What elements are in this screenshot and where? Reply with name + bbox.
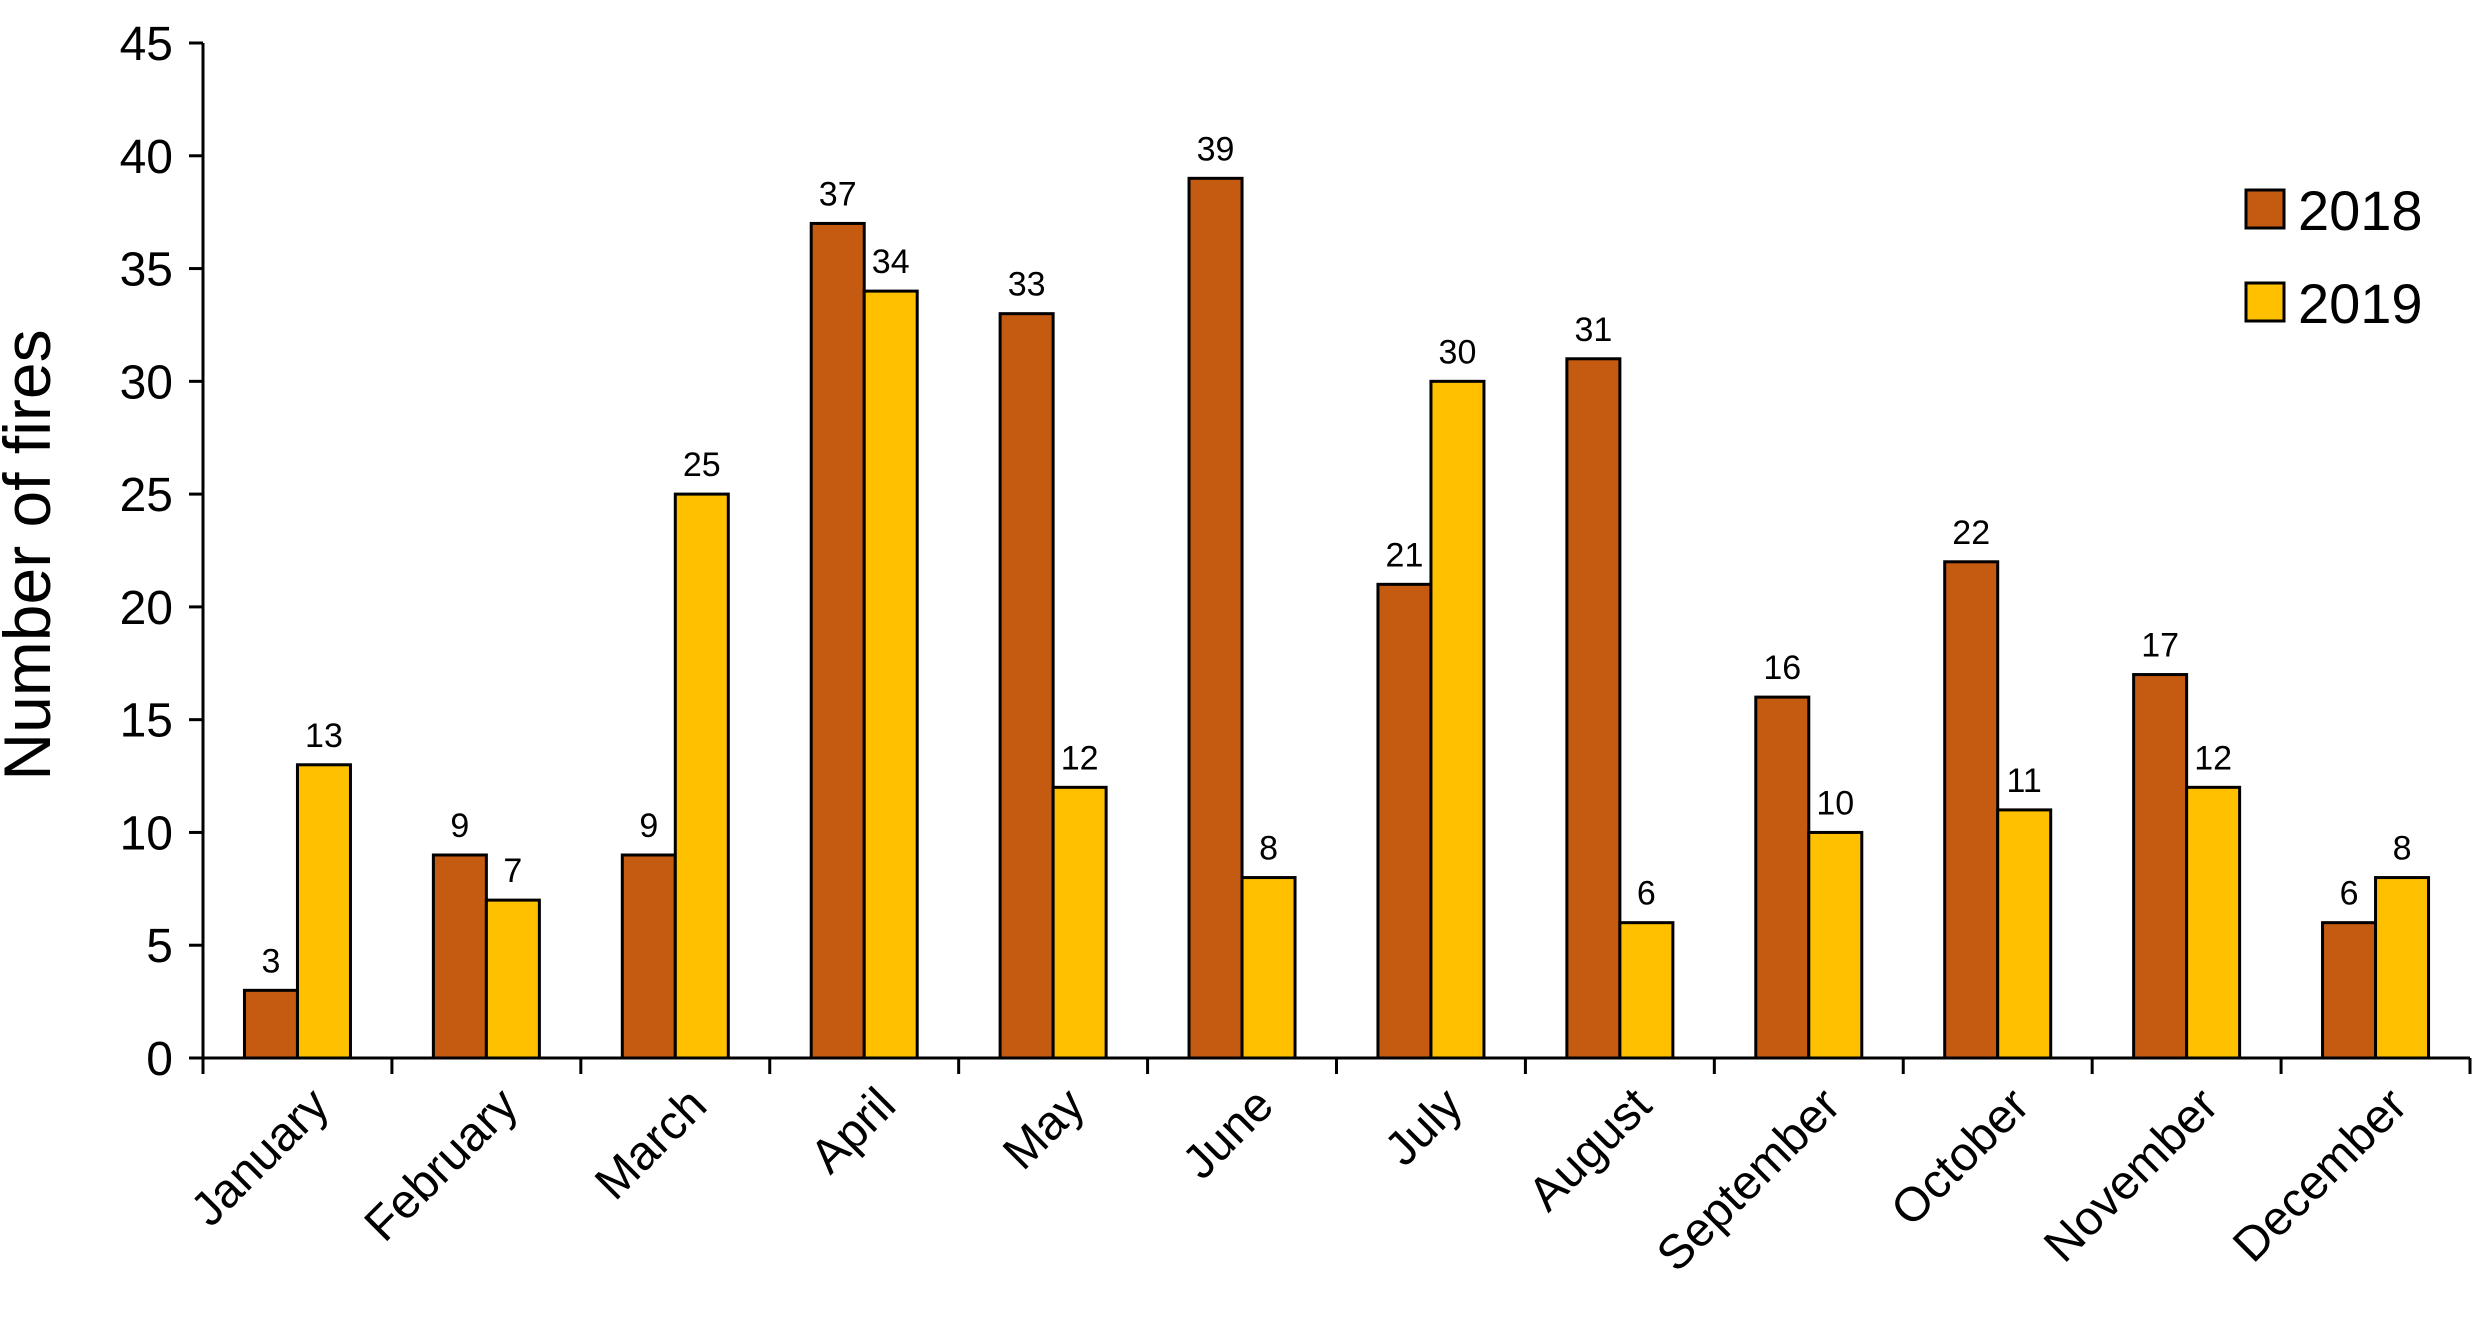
data-label-2019-november: 12 <box>2194 739 2232 777</box>
bar-2018-january <box>242 988 299 1060</box>
bar-2018-november <box>2132 673 2189 1060</box>
bar-2019-january <box>295 763 352 1060</box>
data-label-2018-february: 9 <box>450 807 469 845</box>
data-label-2019-january: 13 <box>305 717 343 755</box>
bar-2018-september <box>1754 695 1811 1060</box>
data-label-2018-september: 16 <box>1763 649 1801 687</box>
data-label-2019-july: 30 <box>1439 333 1477 371</box>
data-label-2018-october: 22 <box>1952 514 1990 552</box>
legend-swatch-2018 <box>2244 188 2286 230</box>
y-axis: 0 5 10 15 20 25 30 35 40 45 <box>120 18 205 1086</box>
data-label-2019-september: 10 <box>1816 784 1854 822</box>
y-tick-label: 25 <box>120 469 173 522</box>
x-category-label: December <box>2223 1078 2417 1272</box>
data-label-2019-february: 7 <box>503 852 522 890</box>
bar-2018-june <box>1187 176 1244 1060</box>
data-label-2019-october: 11 <box>2007 762 2042 800</box>
data-label-2018-april: 37 <box>819 175 857 213</box>
data-label-2018-july: 21 <box>1386 536 1424 574</box>
bar-2019-november <box>2185 785 2242 1060</box>
x-category-label: May <box>993 1078 1095 1180</box>
legend-swatch-2019 <box>2244 281 2286 323</box>
data-label-2018-november: 17 <box>2141 627 2179 665</box>
y-tick-label: 0 <box>146 1033 173 1086</box>
data-label-2019-august: 6 <box>1637 875 1656 913</box>
x-axis: January February March April May June July Augu… <box>181 1056 2472 1282</box>
y-tick-label: 10 <box>120 807 173 860</box>
x-category-label: January <box>181 1078 339 1236</box>
data-label-2018-december: 6 <box>2340 875 2359 913</box>
y-tick-label: 40 <box>120 131 173 184</box>
legend: 2018 2019 <box>2244 179 2423 335</box>
y-tick-label: 15 <box>120 695 173 748</box>
data-label-2018-august: 31 <box>1574 311 1612 349</box>
legend-label-2019: 2019 <box>2298 272 2423 335</box>
bar-2018-march <box>620 853 677 1060</box>
data-label-2019-june: 8 <box>1259 830 1278 868</box>
x-category-label: November <box>2034 1078 2228 1272</box>
data-label-2018-june: 39 <box>1197 130 1235 168</box>
bar-2018-july <box>1376 582 1433 1060</box>
bar-2019-june <box>1240 876 1297 1060</box>
y-tick-label: 45 <box>120 18 173 71</box>
bar-2018-may <box>998 312 1055 1060</box>
data-label-2018-january: 3 <box>261 942 280 980</box>
bar-2018-april <box>809 221 866 1060</box>
x-category-label: August <box>1519 1078 1662 1221</box>
bar-2018-december <box>2321 921 2378 1060</box>
x-category-label: September <box>1647 1078 1851 1282</box>
bar-2019-october <box>1996 808 2053 1060</box>
x-category-label: March <box>585 1078 717 1210</box>
y-axis-title: Number of fires <box>0 329 64 780</box>
bar-2019-march <box>673 492 730 1060</box>
y-tick-label: 20 <box>120 582 173 635</box>
data-label-2019-december: 8 <box>2393 830 2412 868</box>
x-category-label: April <box>801 1078 906 1183</box>
bar-2019-august <box>1618 921 1675 1060</box>
bar-2019-february <box>484 898 541 1060</box>
data-label-2019-march: 25 <box>683 446 721 484</box>
bars <box>242 176 2431 1060</box>
bar-2018-august <box>1565 357 1622 1060</box>
y-tick-label: 30 <box>120 356 173 409</box>
x-category-label: February <box>355 1078 528 1251</box>
legend-label-2018: 2018 <box>2298 179 2423 242</box>
y-tick-label: 5 <box>146 920 173 973</box>
data-label-2019-may: 12 <box>1061 739 1099 777</box>
x-category-label: October <box>1881 1078 2039 1236</box>
bar-2019-april <box>862 289 919 1060</box>
data-label-2018-march: 9 <box>639 807 658 845</box>
x-category-label: June <box>1173 1078 1284 1189</box>
data-label-2018-may: 33 <box>1008 266 1046 304</box>
data-label-2019-april: 34 <box>872 243 910 281</box>
bar-2019-september <box>1807 830 1864 1060</box>
bar-2019-july <box>1429 379 1486 1060</box>
bar-2018-february <box>431 853 488 1060</box>
bar-2019-may <box>1051 785 1108 1060</box>
x-category-label: July <box>1375 1078 1473 1176</box>
bar-2018-october <box>1943 560 2000 1060</box>
bar-2019-december <box>2374 876 2431 1060</box>
y-tick-label: 35 <box>120 244 173 297</box>
